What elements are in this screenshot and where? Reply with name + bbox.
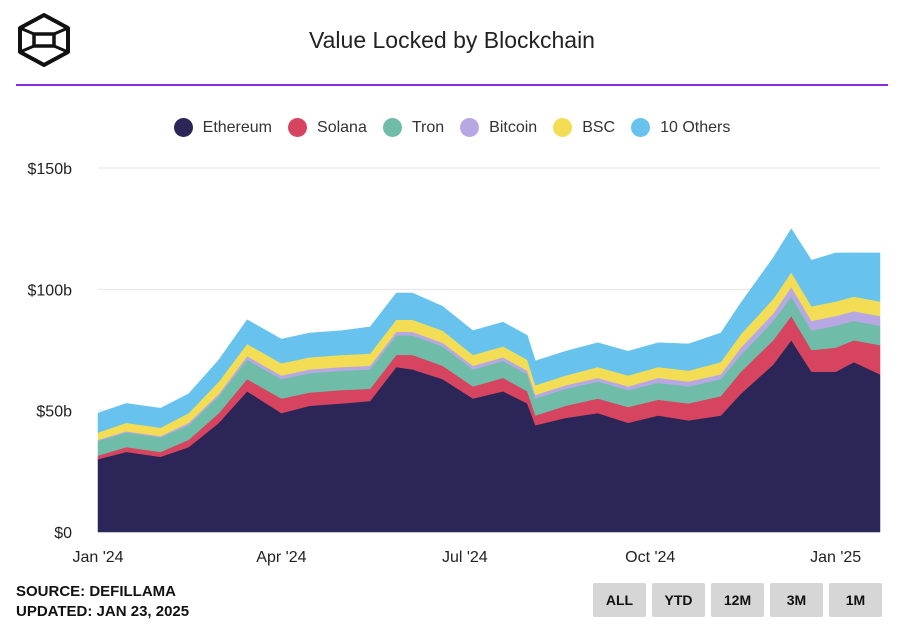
y-tick-label: $0 xyxy=(54,525,72,542)
legend-label: Tron xyxy=(411,118,445,136)
legend-swatch xyxy=(382,118,402,137)
page-title: Value Locked by Blockchain xyxy=(309,27,595,53)
stacked-area-chart: $0 $50b $100b $150b Jan '24 Apr '24 Jul '24 Oct… xyxy=(28,161,881,566)
y-tick-label: $100b xyxy=(28,282,73,299)
legend-swatch xyxy=(460,118,480,137)
y-tick-label: $50b xyxy=(36,404,72,421)
legend-item-tron[interactable]: Tron xyxy=(382,118,445,137)
legend-label: Bitcoin xyxy=(489,118,538,136)
x-tick-label: Jul '24 xyxy=(442,549,488,566)
range-button-ytd[interactable]: YTD xyxy=(652,583,705,617)
chart-legend: Ethereum Solana Tron Bitcoin BSC 10 Others xyxy=(0,118,904,137)
x-tick-label: Apr '24 xyxy=(256,549,306,566)
legend-item-bitcoin[interactable]: Bitcoin xyxy=(460,118,537,137)
legend-swatch xyxy=(288,118,308,137)
x-tick-label: Oct '24 xyxy=(625,549,675,566)
range-button-12m[interactable]: 12M xyxy=(711,583,764,617)
legend-swatch xyxy=(631,118,651,137)
legend-item-ethereum[interactable]: Ethereum xyxy=(173,118,273,137)
range-button-group: ALL YTD 12M 3M 1M xyxy=(593,583,882,617)
source-label: SOURCE: DEFILLAMA xyxy=(16,583,176,600)
footer: SOURCE: DEFILLAMA UPDATED: JAN 23, 2025 xyxy=(16,582,189,622)
header-divider xyxy=(16,84,888,86)
x-tick-label: Jan '25 xyxy=(810,549,861,566)
legend-label: Ethereum xyxy=(202,118,273,136)
legend-swatch xyxy=(173,118,193,137)
area-series-10-others xyxy=(97,228,881,433)
legend-item-bsc[interactable]: BSC xyxy=(553,118,615,137)
y-tick-label: $150b xyxy=(28,161,73,178)
x-tick-label: Jan '24 xyxy=(72,549,123,566)
range-button-all[interactable]: ALL xyxy=(593,583,646,617)
legend-label: 10 Others xyxy=(660,118,731,136)
legend-item-solana[interactable]: Solana xyxy=(288,118,367,137)
legend-label: BSC xyxy=(582,118,616,136)
legend-swatch xyxy=(553,118,573,137)
range-button-3m[interactable]: 3M xyxy=(770,583,823,617)
legend-item-10-others[interactable]: 10 Others xyxy=(631,118,730,137)
range-button-1m[interactable]: 1M xyxy=(829,583,882,617)
updated-label: UPDATED: JAN 23, 2025 xyxy=(16,603,190,620)
cube-logo-icon xyxy=(18,13,70,67)
legend-label: Solana xyxy=(317,118,367,136)
